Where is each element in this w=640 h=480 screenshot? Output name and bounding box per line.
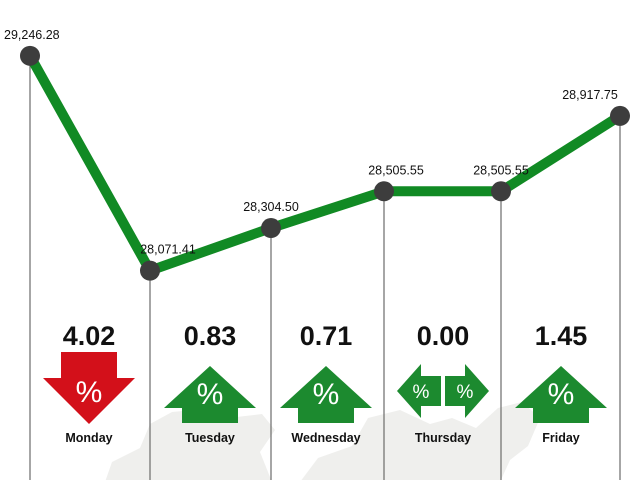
change-value: 0.83 bbox=[184, 321, 237, 351]
value-label: 28,917.75 bbox=[562, 88, 618, 102]
change-value: 4.02 bbox=[63, 321, 116, 351]
right-arrow-icon bbox=[445, 364, 489, 418]
percent-icon: % bbox=[197, 378, 224, 411]
daily-change-group: 4.02% Monday bbox=[43, 321, 135, 445]
percent-icon: % bbox=[457, 382, 474, 403]
percent-icon: % bbox=[413, 382, 430, 403]
day-label: Tuesday bbox=[185, 431, 235, 445]
up-arrow-icon bbox=[280, 366, 372, 423]
series-line bbox=[25, 50, 625, 276]
percent-icon: % bbox=[548, 378, 575, 411]
vertical-rules bbox=[29, 55, 621, 480]
daily-change-group: 0.00% % Thursday bbox=[397, 321, 489, 445]
data-point bbox=[610, 105, 630, 126]
day-label: Friday bbox=[542, 431, 580, 445]
data-point bbox=[491, 181, 511, 202]
value-label: 28,505.55 bbox=[473, 163, 529, 177]
background-map-silhouette bbox=[105, 402, 540, 480]
value-labels: 29,246.28 28,071.41 28,304.50 28,505.55 28,5… bbox=[4, 28, 618, 257]
data-points bbox=[20, 45, 630, 281]
value-label: 28,505.55 bbox=[368, 163, 424, 177]
data-point bbox=[140, 260, 160, 281]
left-arrow-icon bbox=[397, 364, 441, 418]
daily-changes: 4.02% Monday 0.83% Tuesday 0.71% Wednesday 0.0… bbox=[43, 321, 607, 445]
daily-change-group: 0.83% Tuesday bbox=[164, 321, 256, 445]
data-point bbox=[261, 218, 281, 239]
change-value: 0.00 bbox=[417, 321, 470, 351]
data-point bbox=[374, 181, 394, 202]
day-label: Monday bbox=[65, 431, 112, 445]
data-point bbox=[20, 45, 40, 66]
change-value: 0.71 bbox=[300, 321, 353, 351]
change-value: 1.45 bbox=[535, 321, 588, 351]
up-arrow-icon bbox=[515, 366, 607, 423]
down-arrow-icon bbox=[43, 352, 135, 424]
daily-change-group: 0.71% Wednesday bbox=[280, 321, 372, 445]
percent-icon: % bbox=[76, 376, 103, 409]
series-line-path bbox=[25, 50, 625, 276]
daily-change-group: 1.45% Friday bbox=[515, 321, 607, 445]
up-arrow-icon bbox=[164, 366, 256, 423]
day-label: Wednesday bbox=[291, 431, 360, 445]
day-label: Thursday bbox=[415, 431, 471, 445]
percent-icon: % bbox=[313, 378, 340, 411]
value-label: 29,246.28 bbox=[4, 28, 60, 42]
value-label: 28,071.41 bbox=[140, 243, 196, 257]
value-label: 28,304.50 bbox=[243, 200, 299, 214]
